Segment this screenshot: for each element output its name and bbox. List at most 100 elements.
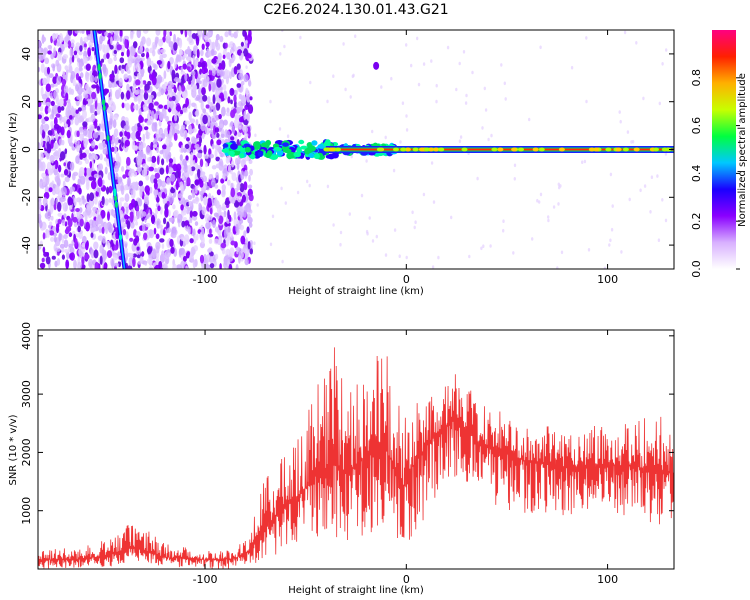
spectrogram-faint-speck [368, 216, 371, 220]
spectrogram-noise-speck [195, 119, 199, 126]
spectrogram-noise-speck [217, 98, 222, 104]
spectrogram-noise-speck [182, 63, 187, 70]
spectrogram-noise-speck [119, 57, 125, 64]
y-tick-label: 40 [20, 47, 33, 61]
spectrogram-noise-speck [75, 84, 79, 92]
spectrogram-noise-speck [155, 110, 161, 116]
spectrogram-noise-speck [173, 42, 178, 51]
spectrogram-noise-speck [137, 72, 141, 79]
spectrogram-noise-speck [106, 250, 113, 259]
spectrogram-faint-speck [435, 83, 438, 88]
spectrogram-noise-speck [160, 39, 164, 44]
spectrogram-noise-speck [113, 244, 118, 251]
spectrogram-faint-speck [411, 210, 414, 215]
spectrogram-noise-speck [65, 226, 72, 232]
spectrogram-noise-speck [62, 71, 65, 76]
spectrogram-noise-speck [196, 152, 203, 159]
spectrogram-noise-speck [45, 83, 51, 92]
spectrogram-noise-speck [40, 137, 44, 147]
spectrogram-faint-speck [422, 62, 426, 66]
spectrogram-noise-speck [41, 257, 45, 263]
spectrogram-noise-speck [201, 132, 205, 140]
spectrogram-noise-speck [53, 142, 59, 150]
spectrogram-faint-speck [539, 192, 543, 197]
spectrogram-faint-speck [656, 174, 659, 178]
spectrogram-noise-speck [46, 75, 50, 84]
spectrogram-noise-speck [41, 172, 47, 179]
spectrogram-noise-speck [208, 69, 213, 76]
spectrogram-noise-speck [66, 129, 71, 139]
spectrogram-noise-speck [179, 109, 184, 115]
spectrogram-faint-speck [339, 230, 343, 235]
spectrogram-noise-speck [219, 263, 222, 269]
spectrogram-noise-speck [230, 121, 234, 127]
line-hotspot [665, 147, 672, 152]
spectrogram-noise-speck [69, 56, 73, 65]
spectrogram-noise-speck [222, 173, 227, 180]
spectrogram-noise-speck [243, 48, 248, 57]
spectrogram-noise-speck [183, 164, 189, 173]
spectrogram-noise-speck [73, 221, 78, 228]
spectrogram-noise-speck [39, 262, 46, 269]
spectrogram-faint-speck [657, 238, 661, 242]
spectrogram-noise-speck [63, 42, 69, 48]
spectrogram-noise-speck [189, 238, 194, 244]
spectrogram-faint-speck [619, 119, 622, 124]
colorbar-scale [712, 30, 736, 269]
spectrogram-noise-speck [129, 252, 134, 258]
spectrogram-noise-speck [225, 112, 232, 117]
spectrogram-noise-speck [97, 214, 102, 225]
spectrogram-noise-speck [223, 119, 228, 126]
spectrogram-noise-speck [231, 125, 235, 135]
spectrogram-noise-speck [80, 36, 83, 46]
spectrogram-faint-speck [405, 43, 408, 47]
spectrogram-noise-speck [113, 50, 118, 54]
spectrogram-faint-speck [458, 61, 461, 66]
snr-y-ticks: 1000 2000 3000 4000 [20, 322, 674, 525]
spectrogram-noise-speck [146, 37, 152, 47]
spectrogram-noise-speck [217, 230, 222, 236]
spectrogram-noise-speck [84, 93, 89, 99]
spectrogram-noise-speck [42, 176, 47, 187]
spectrogram-faint-speck [487, 137, 490, 142]
spectrogram-noise-speck [39, 240, 43, 248]
spectrogram-faint-speck [360, 193, 364, 198]
spectrogram-noise-speck [57, 212, 63, 217]
spectrogram-faint-speck [581, 160, 584, 164]
spectrogram-noise-speck [205, 104, 210, 109]
spectrogram-faint-speck [432, 200, 436, 204]
spectrogram-noise-speck [42, 53, 46, 60]
spectrogram-noise-speck [190, 246, 196, 257]
spectrogram-faint-speck [504, 97, 507, 101]
spectrogram-noise-speck [131, 181, 137, 190]
spectrogram-noise-speck [111, 258, 114, 269]
spectrogram-faint-speck [658, 101, 661, 106]
spectrogram-noise-speck [201, 227, 205, 237]
spectrogram-noise-speck [148, 166, 154, 172]
spectrogram-noise-speck [220, 242, 227, 249]
spectrogram-noise-speck [196, 30, 202, 36]
line-core-blob [266, 150, 273, 157]
spectrogram-noise-speck [47, 215, 51, 222]
spectrogram-noise-speck [208, 153, 214, 159]
spectrogram-noise-speck [233, 211, 237, 220]
spectrogram-noise-speck [42, 232, 46, 240]
spectrogram-faint-speck [556, 266, 559, 269]
spectrogram-noise-speck [188, 124, 192, 133]
spectrogram-noise-speck [90, 126, 94, 131]
line-hotspot [323, 147, 330, 152]
spectrogram-faint-speck [271, 214, 275, 219]
spectrogram-noise-speck [207, 96, 211, 105]
spectrogram-noise-speck [169, 167, 174, 173]
spectrogram-noise-speck [84, 57, 88, 64]
spectrogram-noise-speck [236, 83, 242, 88]
spectrogram-faint-speck [384, 135, 387, 140]
spectrogram-x-ticks: -100 0 100 [193, 30, 618, 286]
spectrogram-noise-speck [45, 175, 50, 186]
spectrogram-noise-speck [101, 196, 105, 206]
spectrogram-noise-speck [101, 226, 105, 234]
spectrogram-noise-speck [200, 100, 204, 111]
spectrogram-noise-speck [200, 170, 203, 180]
spectrogram-noise-speck [85, 241, 89, 251]
spectrogram-noise-speck [50, 215, 54, 221]
